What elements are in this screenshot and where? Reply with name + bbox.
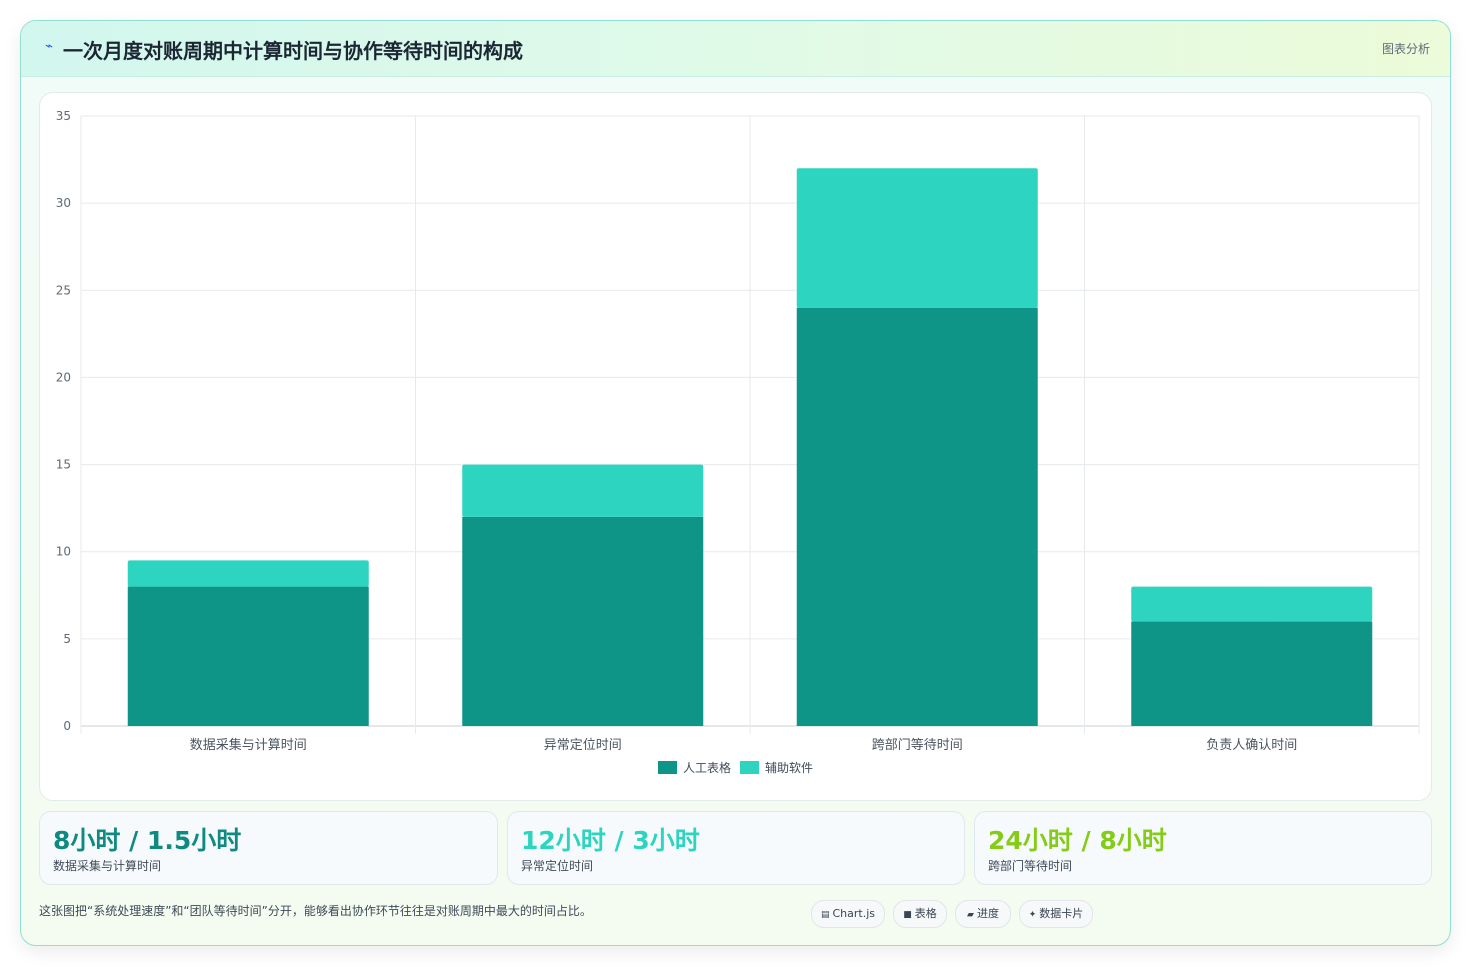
y-tick-label: 20 (56, 370, 71, 384)
stat-value: 12小时 / 3小时 (521, 826, 700, 855)
legend-label: 人工表格 (683, 760, 731, 775)
chip-label: 进度 (976, 907, 999, 920)
chip-table[interactable]: ■ 表格 (893, 900, 947, 928)
stat-label: 数据采集与计算时间 (53, 859, 162, 873)
chip-chartjs[interactable]: ▤ Chart.js (811, 900, 885, 928)
header-tag: 图表分析 (1381, 42, 1430, 56)
chart-footnote: 这张图把“系统处理速度”和“团队等待时间”分开，能够看出协作环节往往是对账周期中… (39, 904, 592, 918)
bolt-icon: ⌁ (45, 39, 53, 54)
bar-manual (127, 586, 369, 726)
bar-software (127, 560, 369, 587)
data-card-icon: ✦ (1028, 910, 1037, 920)
chip-label: 数据卡片 (1039, 907, 1084, 920)
stat-label: 异常定位时间 (521, 859, 594, 873)
stat-card-anomaly: 12小时 / 3小时 异常定位时间 (507, 811, 965, 885)
bar-software (1131, 586, 1373, 622)
chart-panel: 0 5 10 15 20 25 30 35 数据采集与计算时间 异常定位时间 跨部门等待时间 负责人确… (39, 92, 1432, 801)
card-header: ⌁ 一次月度对账周期中计算时间与协作等待时间的构成 图表分析 (21, 21, 1450, 77)
stat-value: 24小时 / 8小时 (988, 826, 1167, 855)
y-tick-label: 0 (63, 719, 71, 733)
bar-manual (796, 307, 1038, 726)
y-tick-label: 10 (56, 545, 71, 559)
x-tick-label: 跨部门等待时间 (872, 737, 963, 753)
bar-software (462, 464, 704, 517)
progress-icon: ▰ (967, 910, 974, 920)
y-tick-label: 35 (56, 109, 71, 123)
y-tick-label: 15 (56, 458, 71, 472)
bar-chart: 0 5 10 15 20 25 30 35 数据采集与计算时间 异常定位时间 跨部门等待时间 负责人确… (56, 109, 1420, 775)
chart-icon: ▤ (820, 910, 830, 920)
stat-value: 8小时 / 1.5小时 (53, 826, 242, 855)
chart-card: ⌁ 一次月度对账周期中计算时间与协作等待时间的构成 图表分析 0 5 10 15 20 2… (20, 20, 1451, 946)
y-tick-label: 30 (56, 196, 71, 210)
table-icon: ■ (903, 910, 912, 920)
stat-card-collection: 8小时 / 1.5小时 数据采集与计算时间 (39, 811, 498, 885)
chart-title: 一次月度对账周期中计算时间与协作等待时间的构成 (63, 39, 523, 63)
bar-software (796, 168, 1038, 308)
legend-label: 辅助软件 (765, 761, 813, 775)
chip-label: 表格 (914, 907, 937, 920)
stat-card-waiting: 24小时 / 8小时 跨部门等待时间 (974, 811, 1432, 885)
x-tick-label: 异常定位时间 (544, 738, 622, 753)
chip-data-card[interactable]: ✦ 数据卡片 (1019, 900, 1093, 928)
bar-manual (462, 516, 704, 726)
legend-swatch (658, 761, 677, 774)
legend-swatch (740, 761, 759, 774)
y-tick-label: 5 (63, 632, 71, 646)
chip-progress[interactable]: ▰ 进度 (955, 900, 1011, 928)
y-tick-label: 25 (56, 283, 71, 297)
chip-label: Chart.js (832, 907, 876, 920)
x-tick-label: 负责人确认时间 (1206, 738, 1297, 753)
stat-label: 跨部门等待时间 (988, 859, 1073, 873)
x-tick-label: 数据采集与计算时间 (190, 737, 307, 753)
bar-manual (1131, 621, 1373, 726)
